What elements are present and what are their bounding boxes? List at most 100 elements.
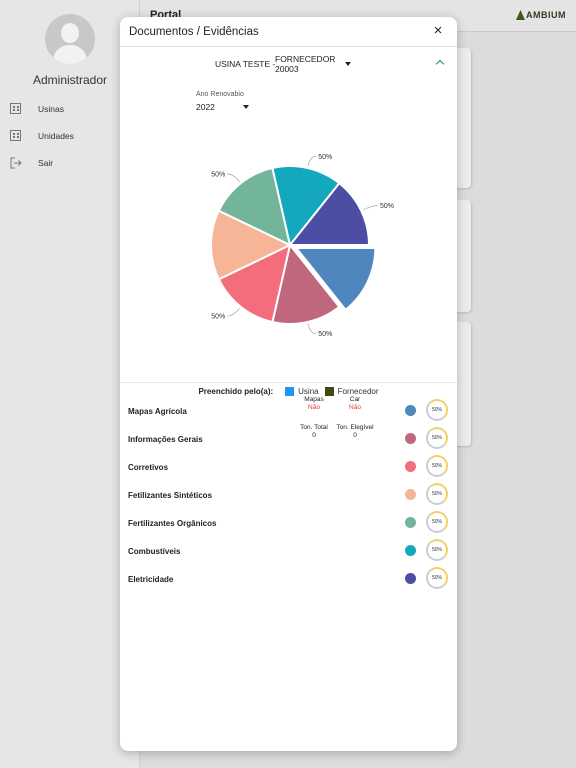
progress-ring: 50% [426, 427, 448, 449]
document-name: Informações Gerais [128, 435, 203, 444]
meta-label: Ton. Total [300, 424, 328, 431]
pie-slice[interactable] [294, 247, 377, 312]
chevron-down-icon [345, 62, 351, 66]
pie-slice[interactable] [210, 209, 293, 281]
logo-mark-icon [516, 10, 525, 20]
background-card [455, 322, 471, 446]
pie-slice[interactable] [217, 243, 292, 324]
logo-text: MBIUM [533, 10, 566, 20]
meta-label: Mapas [304, 396, 324, 403]
document-row-eletricidade[interactable]: Eletricidade 50% [120, 565, 457, 593]
chevron-up-icon[interactable] [436, 59, 446, 67]
color-dot [405, 573, 416, 584]
progress-value: 50% [431, 491, 442, 497]
sidebar-item-sair[interactable]: Sair [0, 153, 140, 173]
progress-value: 50% [431, 519, 442, 525]
pie-data-label: 50% [211, 171, 225, 178]
brand-logo: A MBIUM [516, 10, 566, 20]
year-label: Ano Renovabio [196, 91, 244, 98]
avatar [45, 14, 95, 64]
documents-modal: Documentos / Evidências × USINA TESTE - … [120, 17, 457, 751]
document-row-fertilizantes-organicos[interactable]: Fertilizantes Orgânicos 50% [120, 509, 457, 537]
pie-data-label: 50% [211, 314, 225, 321]
legend-swatch-fornecedor [324, 387, 334, 396]
sidebar-item-label: Unidades [38, 131, 74, 141]
progress-ring: 50% [426, 399, 448, 421]
pie-label-connector [307, 323, 317, 335]
color-dot [405, 517, 416, 528]
background-card [455, 48, 471, 188]
pie-chart: 50% 50% 50% 50% 50% [120, 137, 457, 338]
logout-icon [10, 157, 22, 169]
close-icon[interactable]: × [433, 22, 443, 39]
document-row-informacoes-gerais[interactable]: Informações Gerais Ton. Total 0 Ton. Ele… [120, 424, 457, 453]
meta-car: Car Não [342, 396, 368, 412]
modal-title: Documentos / Evidências [129, 26, 259, 38]
document-row-combustiveis[interactable]: Combustíveis 50% [120, 537, 457, 565]
building-icon [10, 103, 22, 115]
document-row-mapas-agricola[interactable]: Mapas Agrícola Mapas Não Car Não 50% [120, 396, 457, 425]
chevron-down-icon [243, 105, 249, 109]
document-name: Eletricidade [128, 575, 174, 584]
legend-swatch-usina [285, 387, 295, 396]
pie-slice[interactable] [271, 242, 341, 325]
document-name: Corretivos [128, 463, 169, 472]
background-card [455, 200, 471, 312]
color-dot [405, 433, 416, 444]
meta-label: Car [349, 396, 361, 403]
progress-ring: 50% [426, 455, 448, 477]
document-name: Combustíveis [128, 547, 181, 556]
pie-data-label: 50% [318, 154, 332, 161]
progress-ring: 50% [426, 483, 448, 505]
color-dot [405, 461, 416, 472]
pie-label-connector [227, 308, 240, 317]
sidebar-item-label: Sair [38, 158, 54, 168]
progress-value: 50% [431, 547, 442, 553]
user-name: Administrador [32, 73, 108, 87]
pie-label-connector [227, 173, 240, 182]
pie-slice[interactable] [271, 165, 341, 248]
progress-value: 50% [431, 407, 442, 413]
document-row-fertilizantes-sinteticos[interactable]: Fetilizantes Sintéticos 50% [120, 481, 457, 509]
document-row-corretivos[interactable]: Corretivos 50% [120, 453, 457, 481]
sidebar-item-label: Usinas [38, 104, 64, 114]
pie-label-connector [362, 205, 378, 211]
progress-ring: 50% [426, 539, 448, 561]
progress-ring: 50% [426, 567, 448, 589]
meta-value: 0 [312, 432, 316, 439]
pie-slice[interactable] [287, 181, 371, 246]
sidebar-item-usinas[interactable]: Usinas [0, 99, 140, 119]
legend-item-fornecedor: Fornecedor [337, 387, 379, 396]
progress-ring: 50% [426, 511, 448, 533]
year-value: 2022 [196, 102, 215, 112]
usina-value: FORNECEDOR 20003 [275, 54, 336, 74]
progress-value: 50% [431, 575, 442, 581]
meta-ton-total: Ton. Total 0 [295, 424, 333, 440]
meta-mapas: Mapas Não [301, 396, 327, 412]
meta-value: Não [349, 404, 361, 411]
usina-prefix: USINA TESTE - [215, 59, 276, 69]
meta-value: 0 [353, 432, 357, 439]
color-dot [405, 489, 416, 500]
year-select[interactable]: Ano Renovabio 2022 [196, 91, 251, 115]
usina-select[interactable]: USINA TESTE - FORNECEDOR 20003 [215, 54, 365, 76]
meta-value: Não [308, 404, 320, 411]
meta-ton-elegivel: Ton. Elegível 0 [334, 424, 376, 440]
filled-by-legend: Preenchido pelo(a): Usina Fornecedor [120, 387, 457, 396]
pie-data-label: 50% [318, 331, 332, 337]
legend-item-usina: Usina [298, 387, 319, 396]
color-dot [405, 405, 416, 416]
document-name: Fertilizantes Orgânicos [128, 519, 217, 528]
color-dot [405, 545, 416, 556]
modal-header: Documentos / Evidências × [120, 17, 457, 47]
meta-label: Ton. Elegível [336, 424, 374, 431]
sidebar-item-unidades[interactable]: Unidades [0, 126, 140, 146]
document-name: Fetilizantes Sintéticos [128, 491, 213, 500]
pie-slice[interactable] [217, 166, 292, 247]
sidebar: Administrador Usinas Unidades Sair [0, 0, 140, 768]
progress-value: 50% [431, 463, 442, 469]
building-icon [10, 130, 22, 142]
progress-value: 50% [431, 435, 442, 441]
divider [120, 382, 457, 383]
pie-data-label: 50% [380, 203, 394, 210]
